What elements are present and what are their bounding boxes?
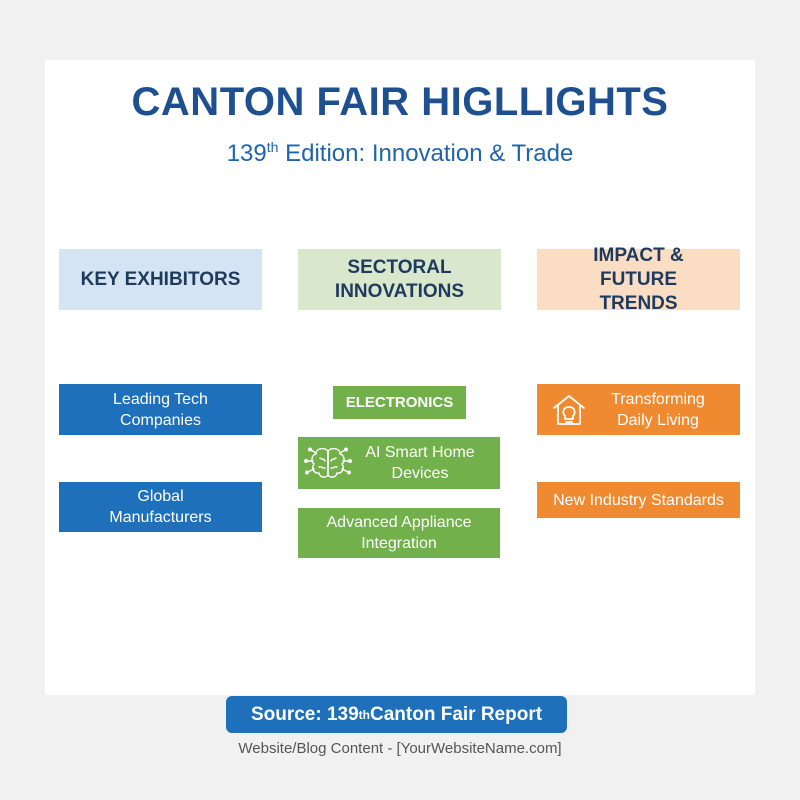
sectoral-innovations-header: SECTORAL INNOVATIONS [298,249,501,310]
new-industry-standards-label: New Industry Standards [553,491,724,509]
advanced-appliance-label: Advanced Appliance Integration [326,514,472,552]
leading-tech-companies-box: Leading Tech Companies [59,384,262,435]
content-card [45,60,755,695]
page-title: CANTON FAIR HIGLLIGHTS [131,80,669,124]
global-manufacturers-label: Global Manufacturers [109,488,212,526]
footer-text: Website/Blog Content - [YourWebsiteName.… [238,740,562,757]
transforming-daily-living-label: Transforming Daily Living [611,390,705,429]
brain-circuit-icon [304,443,352,483]
advanced-appliance-box: Advanced Appliance Integration [298,508,500,558]
electronics-box: ELECTRONICS [333,386,466,419]
house-bulb-icon [551,392,587,428]
new-industry-standards-box: New Industry Standards [537,482,740,518]
global-manufacturers-box: Global Manufacturers [59,482,262,532]
ai-smart-home-box: AI Smart Home Devices [298,437,500,489]
impact-future-trends-header: IMPACT & FUTURE TRENDS [537,245,740,314]
key-exhibitors-header: KEY EXHIBITORS [59,249,262,310]
leading-tech-companies-label: Leading Tech Companies [113,390,208,429]
page-subtitle: 139th Edition: Innovation & Trade [226,139,574,167]
ai-smart-home-label: AI Smart Home Devices [365,444,475,482]
electronics-label: ELECTRONICS [345,394,454,411]
transforming-daily-living-box: Transforming Daily Living [537,384,740,435]
